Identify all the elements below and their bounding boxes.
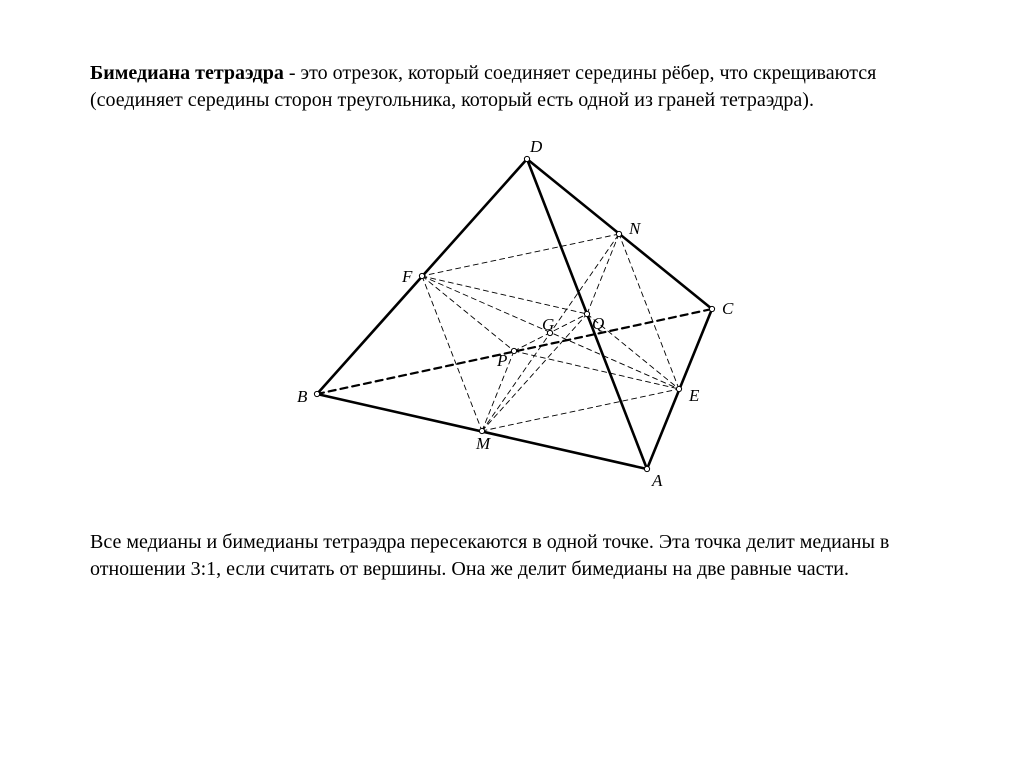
tetrahedron-diagram: A B C D M E F N P Q G (252, 134, 772, 504)
svg-text:A: A (651, 471, 663, 490)
term-bold: Бимедиана тетраэдра (90, 62, 284, 84)
svg-text:E: E (688, 386, 700, 405)
definition-text: Бимедиана тетраэдра - это отрезок, котор… (90, 60, 934, 114)
figure-container: A B C D M E F N P Q G (90, 134, 934, 504)
svg-text:F: F (401, 267, 413, 286)
svg-text:N: N (628, 219, 642, 238)
svg-text:D: D (529, 137, 543, 156)
svg-text:P: P (496, 351, 507, 370)
svg-text:C: C (722, 299, 734, 318)
theorem-text: Все медианы и бимедианы тетраэдра пересе… (90, 529, 934, 583)
svg-text:M: M (475, 434, 491, 453)
svg-text:Q: Q (592, 314, 604, 333)
svg-text:B: B (297, 387, 308, 406)
svg-text:G: G (542, 315, 554, 334)
